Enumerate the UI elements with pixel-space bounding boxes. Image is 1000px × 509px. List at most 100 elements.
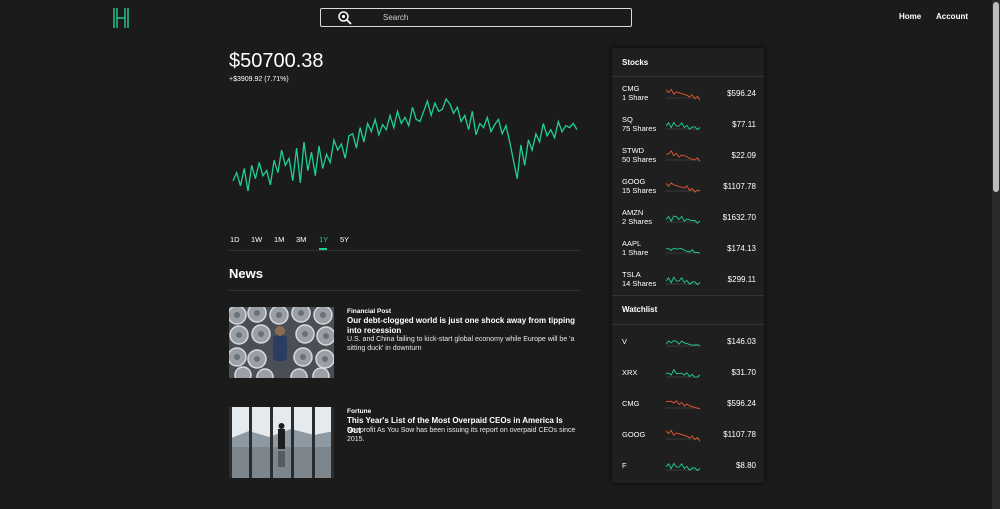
watchlist-row-f[interactable]: F $8.80 bbox=[612, 454, 764, 482]
stock-ticker: CMG bbox=[622, 399, 640, 408]
stock-price: $146.03 bbox=[727, 337, 756, 346]
sparkline-line bbox=[666, 276, 700, 286]
stock-ticker: F bbox=[622, 461, 627, 470]
range-1m-tab[interactable]: 1M bbox=[274, 235, 285, 244]
stock-price: $1107.78 bbox=[723, 430, 756, 439]
nav-account-link[interactable]: Account bbox=[936, 12, 968, 21]
news-description: Nonprofit As You Sow has been issuing it… bbox=[347, 427, 576, 443]
stock-price: $174.13 bbox=[727, 244, 756, 253]
news-image-wheels[interactable] bbox=[229, 307, 334, 378]
sparkline bbox=[666, 400, 700, 410]
portfolio-change: +$3909.92 (7.71%) bbox=[229, 76, 289, 83]
stock-row-aapl[interactable]: AAPL 1 Share $174.13 bbox=[612, 237, 764, 265]
search-input[interactable]: Search bbox=[383, 13, 409, 22]
sparkline bbox=[666, 149, 700, 162]
stocks-heading: Stocks bbox=[622, 58, 649, 67]
stock-ticker: XRX bbox=[622, 368, 638, 377]
stock-ticker: AAPL bbox=[622, 239, 642, 248]
portfolio-value: $50700.38 bbox=[229, 50, 324, 72]
divider bbox=[612, 295, 764, 296]
holdings-sidebar: Stocks CMG 1 Share $596.24 SQ 75 Shares $7… bbox=[612, 48, 764, 483]
stock-price: $77.11 bbox=[732, 120, 756, 129]
stock-price: $1107.78 bbox=[723, 182, 756, 191]
range-1w-tab[interactable]: 1W bbox=[251, 235, 263, 244]
stock-shares: 1 Share bbox=[622, 248, 649, 257]
range-3m-tab[interactable]: 3M bbox=[296, 235, 307, 244]
active-range-indicator bbox=[319, 248, 327, 250]
sparkline-line bbox=[666, 368, 700, 378]
range-5y-tab[interactable]: 5Y bbox=[340, 235, 350, 244]
sparkline-line bbox=[666, 88, 700, 101]
nav-home-link[interactable]: Home bbox=[899, 12, 922, 21]
stock-shares: 2 Shares bbox=[622, 217, 653, 226]
search-icon bbox=[338, 11, 352, 25]
sparkline-line bbox=[666, 340, 700, 347]
stock-row-tsla[interactable]: TSLA 14 Shares $299.11 bbox=[612, 268, 764, 296]
stock-price: $1632.70 bbox=[722, 213, 756, 222]
stock-shares: 14 Shares bbox=[622, 279, 657, 288]
news-item[interactable]: Financial Post Our debt-clogged world is… bbox=[229, 307, 581, 379]
scrollbar[interactable] bbox=[992, 0, 1000, 509]
divider bbox=[229, 290, 581, 291]
stock-price: $8.80 bbox=[735, 461, 756, 470]
stock-ticker: GOOG bbox=[622, 430, 646, 439]
range-1y-tab[interactable]: 1Y bbox=[319, 235, 329, 244]
stock-shares: 50 Shares bbox=[622, 155, 657, 164]
stock-ticker: GOOG bbox=[622, 177, 646, 186]
stock-ticker: CMG bbox=[622, 84, 640, 93]
stock-shares: 15 Shares bbox=[622, 186, 657, 195]
stock-ticker: SQ bbox=[622, 115, 633, 124]
range-1d-tab[interactable]: 1D bbox=[230, 235, 240, 244]
stock-ticker: TSLA bbox=[622, 270, 641, 279]
divider bbox=[612, 76, 764, 77]
sparkline-line bbox=[666, 149, 700, 162]
stock-row-sq[interactable]: SQ 75 Shares $77.11 bbox=[612, 113, 764, 141]
news-headline[interactable]: This Year's List of the Most Overpaid CE… bbox=[347, 416, 563, 435]
sparkline-line bbox=[666, 400, 700, 410]
sparkline-line bbox=[666, 462, 700, 472]
stock-price: $22.09 bbox=[731, 151, 756, 160]
news-item[interactable]: Fortune This Year's List of the Most Ove… bbox=[229, 407, 581, 479]
portfolio-line-chart[interactable] bbox=[229, 95, 581, 195]
sparkline bbox=[666, 121, 700, 131]
stock-shares: 75 Shares bbox=[622, 124, 657, 133]
divider bbox=[612, 324, 764, 325]
sparkline bbox=[666, 215, 700, 224]
sparkline bbox=[666, 368, 700, 378]
time-range-tabs: 1D 1W 1M 3M 1Y 5Y bbox=[229, 234, 581, 251]
watchlist-row-v[interactable]: V $146.03 bbox=[612, 330, 764, 358]
stock-price: $596.24 bbox=[727, 399, 756, 408]
sparkline-line bbox=[666, 215, 700, 224]
stock-shares: 1 Share bbox=[622, 93, 649, 102]
stock-ticker: AMZN bbox=[622, 208, 644, 217]
sparkline bbox=[666, 88, 700, 101]
logo-icon[interactable] bbox=[112, 7, 130, 29]
sparkline-line bbox=[666, 247, 700, 254]
watchlist-row-goog[interactable]: GOOG $1107.78 bbox=[612, 423, 764, 451]
watchlist-row-cmg[interactable]: CMG $596.24 bbox=[612, 392, 764, 420]
stock-row-goog[interactable]: GOOG 15 Shares $1107.78 bbox=[612, 175, 764, 203]
stock-row-amzn[interactable]: AMZN 2 Shares $1632.70 bbox=[612, 206, 764, 234]
watchlist-row-xrx[interactable]: XRX $31.70 bbox=[612, 361, 764, 389]
news-headline[interactable]: Our debt-clogged world is just one shock… bbox=[347, 316, 576, 335]
sparkline bbox=[666, 462, 700, 472]
news-image-office[interactable] bbox=[229, 407, 334, 478]
stock-ticker: V bbox=[622, 337, 628, 346]
sparkline-line bbox=[666, 429, 700, 442]
stock-ticker: STWD bbox=[622, 146, 645, 155]
scrollbar-thumb[interactable] bbox=[993, 2, 999, 192]
sparkline bbox=[666, 429, 700, 442]
stock-row-stwd[interactable]: STWD 50 Shares $22.09 bbox=[612, 144, 764, 172]
stock-row-cmg[interactable]: CMG 1 Share $596.24 bbox=[612, 82, 764, 110]
stock-price: $299.11 bbox=[727, 275, 756, 284]
sparkline-line bbox=[666, 182, 700, 193]
sparkline bbox=[666, 247, 700, 254]
news-heading: News bbox=[229, 266, 263, 281]
news-description: U.S. and China failing to kick-start glo… bbox=[347, 336, 575, 352]
news-source: Fortune bbox=[347, 408, 372, 415]
search-bar[interactable]: Search bbox=[320, 8, 632, 27]
sparkline bbox=[666, 340, 700, 347]
stock-price: $31.70 bbox=[731, 368, 756, 377]
sparkline bbox=[666, 276, 700, 286]
sparkline bbox=[666, 182, 700, 193]
